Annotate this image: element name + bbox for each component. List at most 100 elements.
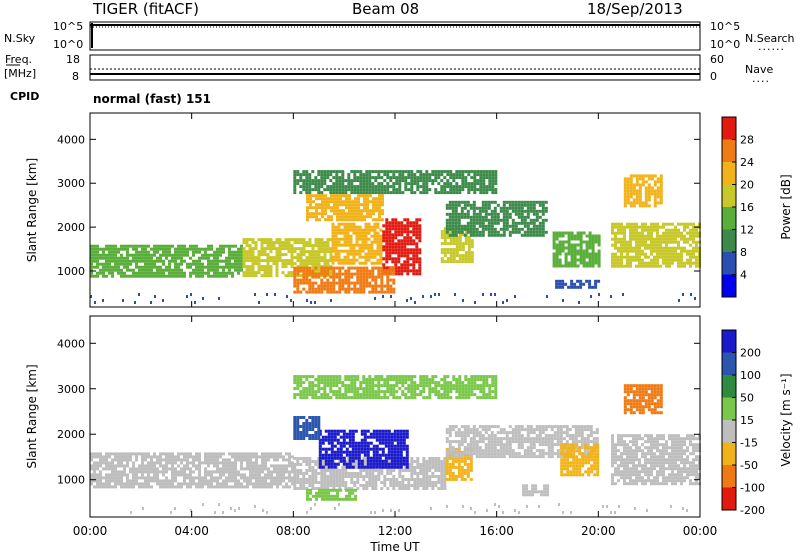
power-cell [275,247,279,251]
power-cell [391,242,395,246]
velocity-cell [333,453,337,457]
velocity-cell [460,431,464,435]
power-cell [153,250,156,254]
velocity-cell [159,461,162,465]
velocity-cell [463,453,467,457]
power-cell [650,261,653,265]
velocity-cell [478,434,482,438]
power-cell [478,206,482,210]
velocity-cell [302,478,306,481]
power-cell [287,259,291,263]
velocity-cell [311,419,315,422]
power-cell [355,231,359,235]
power-cell [403,239,407,243]
velocity-cell [219,467,222,471]
power-cell [526,230,530,234]
velocity-cell [296,416,300,419]
power-cell [635,192,639,196]
velocity-cell [440,460,444,463]
power-cell [331,258,335,262]
power-cell [597,243,601,247]
power-cell [213,250,216,254]
velocity-cell [285,485,288,489]
velocity-cell [308,457,312,460]
power-cell [552,234,556,238]
velocity-cell [360,447,364,451]
power-cell [378,197,381,201]
power-cell [338,191,342,195]
power-cell [412,233,416,237]
power-cell [388,230,392,234]
power-cell [558,240,562,244]
power-cell [342,209,345,213]
power-cell [452,191,456,195]
velocity-cell [246,476,249,480]
velocity-cell [348,429,352,433]
power-cell [299,173,303,177]
power-cell [117,265,120,269]
power-cell [293,256,297,260]
velocity-cell [363,447,367,451]
velocity-cell [309,488,312,492]
power-cell [431,179,435,183]
velocity-cell [219,473,222,477]
power-cell [105,265,108,269]
power-cell [555,264,559,268]
velocity-cell [288,476,291,480]
power-cell [336,215,339,219]
power-cell [275,241,279,245]
power-cell [461,242,465,246]
velocity-cell [463,437,467,441]
velocity-cell [351,456,355,460]
velocity-cell [293,437,297,440]
power-cell [638,255,641,259]
power-cell [105,247,108,251]
power-cell [641,264,644,268]
power-cell [132,253,135,257]
power-cell [330,197,333,201]
power-cell [449,185,453,189]
power-cell [394,218,398,222]
velocity-region-4 [306,488,357,501]
power-cell [162,247,165,251]
power-cell [487,206,491,210]
power-cell [508,206,512,210]
velocity-cell [126,485,129,489]
power-cell [367,252,371,256]
power-cell [617,225,620,229]
power-cell [617,246,620,250]
power-cell [662,252,665,256]
power-cell [350,191,354,195]
power-cell [561,246,565,250]
velocity-cell [252,476,255,480]
power-cell [455,248,459,252]
velocity-cell [326,487,330,490]
power-cell [90,274,93,278]
velocity-cell [302,481,306,484]
velocity-cell [270,473,273,477]
velocity-cell [213,458,216,462]
velocity-cell [493,434,497,438]
power-cell [363,215,366,219]
velocity-cell [323,472,327,475]
power-cell [305,269,309,273]
velocity-cell [416,457,420,460]
power-cell [400,263,404,267]
power-cell [514,203,518,207]
velocity-cell [159,482,162,486]
velocity-cell [234,455,237,459]
power-cell [365,191,369,195]
velocity-cell [222,452,225,456]
power-cell [308,176,312,180]
power-cell [623,183,627,187]
power-cell [177,268,180,272]
power-cell [626,261,629,265]
power-cell [635,189,639,193]
velocity-cell [216,464,219,468]
power-cell [388,242,392,246]
power-cell [362,275,366,279]
velocity-cell [296,437,300,440]
velocity-cell [478,455,482,459]
power-cell [296,253,300,257]
power-cell [245,238,249,242]
